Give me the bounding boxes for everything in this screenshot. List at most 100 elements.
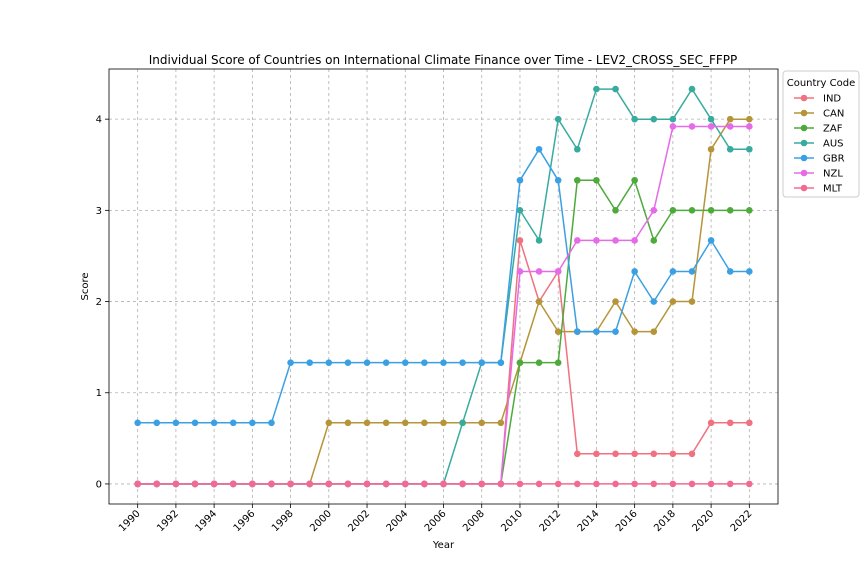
data-point — [593, 450, 600, 458]
data-point — [669, 207, 677, 214]
x-tick-label: 2022 — [729, 508, 755, 534]
legend-marker — [800, 184, 808, 192]
data-point — [612, 298, 619, 305]
data-point — [287, 480, 294, 488]
data-point — [726, 123, 734, 130]
data-point — [593, 176, 600, 184]
data-point — [688, 123, 696, 130]
legend-item-mlt: MLT — [794, 184, 843, 195]
y-tick-label: 2 — [96, 297, 102, 308]
data-point — [650, 115, 658, 123]
data-point — [650, 480, 658, 488]
data-point — [726, 145, 734, 153]
data-point — [440, 419, 447, 427]
data-point — [631, 176, 638, 184]
data-point — [134, 480, 141, 488]
data-point — [287, 359, 294, 366]
data-point — [306, 359, 314, 366]
series-mlt — [134, 480, 753, 488]
x-tick-label: 2014 — [576, 508, 602, 534]
data-point — [593, 480, 600, 488]
data-point — [516, 207, 524, 214]
data-point — [707, 419, 715, 427]
data-point — [574, 328, 581, 335]
data-point — [535, 480, 543, 488]
data-point — [478, 480, 486, 488]
data-point — [707, 480, 715, 488]
data-point — [497, 359, 505, 366]
data-point — [554, 268, 562, 275]
data-point — [249, 419, 256, 427]
data-point — [516, 359, 524, 366]
x-tick-label: 1996 — [232, 508, 258, 534]
data-point — [306, 480, 314, 488]
data-point — [612, 237, 619, 244]
x-tick-label: 2018 — [652, 508, 678, 534]
data-point — [535, 268, 543, 275]
data-point — [726, 115, 734, 123]
data-point — [554, 480, 562, 488]
data-point — [134, 419, 141, 427]
data-point — [726, 207, 734, 214]
data-point — [746, 480, 753, 488]
data-point — [153, 480, 161, 488]
data-point — [669, 115, 677, 123]
data-point — [535, 298, 543, 305]
data-point — [631, 115, 638, 123]
data-point — [401, 480, 409, 488]
data-point — [650, 328, 658, 335]
legend-marker — [800, 94, 808, 102]
data-point — [478, 419, 486, 427]
data-point — [421, 419, 428, 427]
data-point — [746, 123, 753, 130]
data-point — [574, 450, 581, 458]
data-point — [631, 237, 638, 244]
data-point — [210, 480, 218, 488]
data-point — [574, 176, 581, 184]
data-point — [726, 419, 734, 427]
data-point — [631, 450, 638, 458]
data-point — [497, 480, 505, 488]
data-point — [268, 419, 275, 427]
legend-item-nzl: NZL — [794, 169, 843, 180]
data-point — [612, 480, 619, 488]
legend-label: GBR — [823, 154, 845, 165]
data-point — [554, 115, 562, 123]
data-point — [249, 480, 256, 488]
x-tick-label: 1992 — [155, 508, 181, 534]
data-point — [268, 480, 275, 488]
data-point — [382, 419, 390, 427]
legend-marker — [800, 154, 808, 162]
data-point — [650, 298, 658, 305]
x-tick-label: 2012 — [538, 508, 564, 534]
data-point — [516, 480, 524, 488]
data-point — [612, 328, 619, 335]
data-point — [593, 85, 600, 93]
data-point — [229, 419, 237, 427]
x-tick-label: 1990 — [117, 508, 143, 534]
legend-item-zaf: ZAF — [794, 124, 843, 135]
data-point — [554, 328, 562, 335]
series-zaf — [134, 176, 753, 488]
data-point — [363, 359, 371, 366]
data-point — [669, 450, 677, 458]
data-point — [382, 359, 390, 366]
data-point — [746, 145, 753, 153]
data-point — [688, 480, 696, 488]
data-point — [191, 419, 199, 427]
data-point — [459, 480, 466, 488]
data-point — [707, 237, 715, 244]
data-point — [497, 419, 505, 427]
data-point — [459, 359, 466, 366]
data-point — [593, 237, 600, 244]
data-point — [421, 359, 428, 366]
x-tick-label: 2000 — [308, 508, 334, 534]
data-point — [707, 123, 715, 130]
data-point — [229, 480, 237, 488]
legend-item-can: CAN — [794, 109, 844, 120]
data-point — [669, 480, 677, 488]
legend-label: CAN — [823, 109, 844, 120]
legend-label: ZAF — [823, 124, 843, 135]
legend-marker — [800, 109, 808, 117]
x-tick-label: 1998 — [270, 508, 296, 534]
